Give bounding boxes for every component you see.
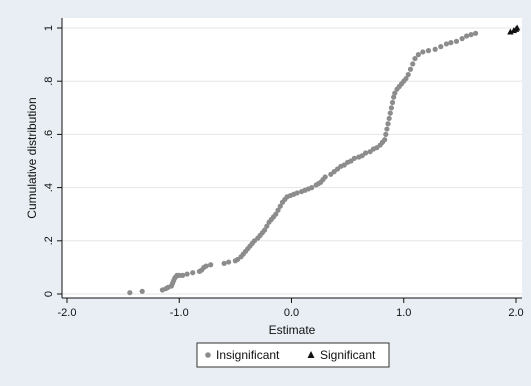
insignificant-point-91	[412, 55, 418, 62]
x-tick-label-0: -2.0	[58, 307, 77, 319]
insignificant-point-34	[261, 227, 268, 233]
insignificant-point-82	[392, 90, 398, 96]
insignificant-point-47	[294, 190, 300, 196]
insignificant-point-88	[405, 71, 411, 78]
insignificant-point-102	[468, 32, 474, 38]
insignificant-point-77	[386, 115, 392, 122]
insignificant-point-98	[448, 40, 454, 46]
insignificant-point-87	[403, 75, 409, 82]
insignificant-point-12	[180, 272, 186, 278]
insignificant-point-35	[264, 223, 270, 229]
insignificant-point-39	[273, 211, 279, 217]
data-points	[127, 24, 521, 296]
y-tick-label-4: .8	[43, 77, 55, 86]
y-tick-label-2: .4	[43, 183, 55, 192]
insignificant-point-96	[438, 44, 444, 50]
y-tick-label-5: 1	[43, 25, 55, 31]
insignificant-point-51	[309, 185, 315, 191]
x-tick-label-3: 1.0	[396, 307, 411, 319]
legend-insignificant-label: Insignificant	[216, 348, 280, 362]
insignificant-point-80	[389, 99, 396, 106]
y-tick-label-1: .2	[43, 236, 55, 245]
insignificant-point-67	[362, 150, 369, 156]
legend: Insignificant Significant	[196, 342, 390, 368]
x-tick-label-2: 0.0	[284, 307, 299, 319]
insignificant-point-92	[415, 52, 421, 58]
insignificant-point-101	[464, 33, 470, 39]
y-tick-label-0: 0	[43, 291, 55, 297]
axes: 0 .2 .4 .6 .8 1 -2.0 -1.0 0.0 1.0 2.0	[43, 18, 524, 319]
insignificant-point-40	[275, 207, 281, 213]
insignificant-point-93	[420, 49, 426, 55]
x-tick-label-1: -1.0	[170, 307, 189, 319]
insignificant-point-79	[388, 105, 395, 111]
insignificant-point-99	[453, 38, 460, 44]
y-axis-title: Cumulative distribution	[25, 97, 39, 218]
legend-insignificant-marker	[205, 352, 211, 358]
legend-significant-marker	[307, 351, 315, 358]
legend-significant-label: Significant	[320, 348, 376, 362]
insignificant-point-21	[226, 259, 232, 265]
insignificant-point-78	[387, 110, 393, 116]
insignificant-point-94	[425, 48, 432, 54]
insignificant-point-95	[432, 46, 438, 52]
x-tick-label-4: 2.0	[508, 307, 523, 319]
insignificant-point-64	[351, 155, 357, 161]
legend-box	[196, 342, 390, 368]
insignificant-point-0	[127, 290, 133, 296]
insignificant-point-20	[221, 260, 227, 267]
insignificant-point-41	[277, 203, 283, 209]
insignificant-point-74	[383, 131, 389, 137]
insignificant-point-56	[322, 174, 328, 180]
x-axis-title: Estimate	[269, 323, 316, 337]
insignificant-point-13	[184, 271, 190, 277]
significant-point-3	[513, 24, 521, 31]
insignificant-point-89	[407, 66, 414, 72]
insignificant-point-100	[459, 36, 465, 42]
insignificant-point-19	[208, 262, 214, 268]
insignificant-point-90	[410, 61, 416, 67]
grid-lines	[62, 27, 522, 295]
plot-area	[62, 18, 522, 298]
y-tick-label-3: .6	[43, 130, 55, 139]
insignificant-point-81	[391, 94, 397, 100]
insignificant-point-73	[382, 137, 388, 143]
insignificant-point-18	[203, 263, 209, 269]
insignificant-point-14	[190, 270, 196, 276]
insignificant-point-75	[384, 126, 390, 132]
insignificant-point-97	[443, 41, 450, 47]
insignificant-point-76	[385, 121, 391, 127]
insignificant-point-1	[139, 288, 145, 294]
insignificant-point-103	[472, 30, 479, 36]
axis-labels: Estimate Cumulative distribution	[25, 97, 316, 337]
